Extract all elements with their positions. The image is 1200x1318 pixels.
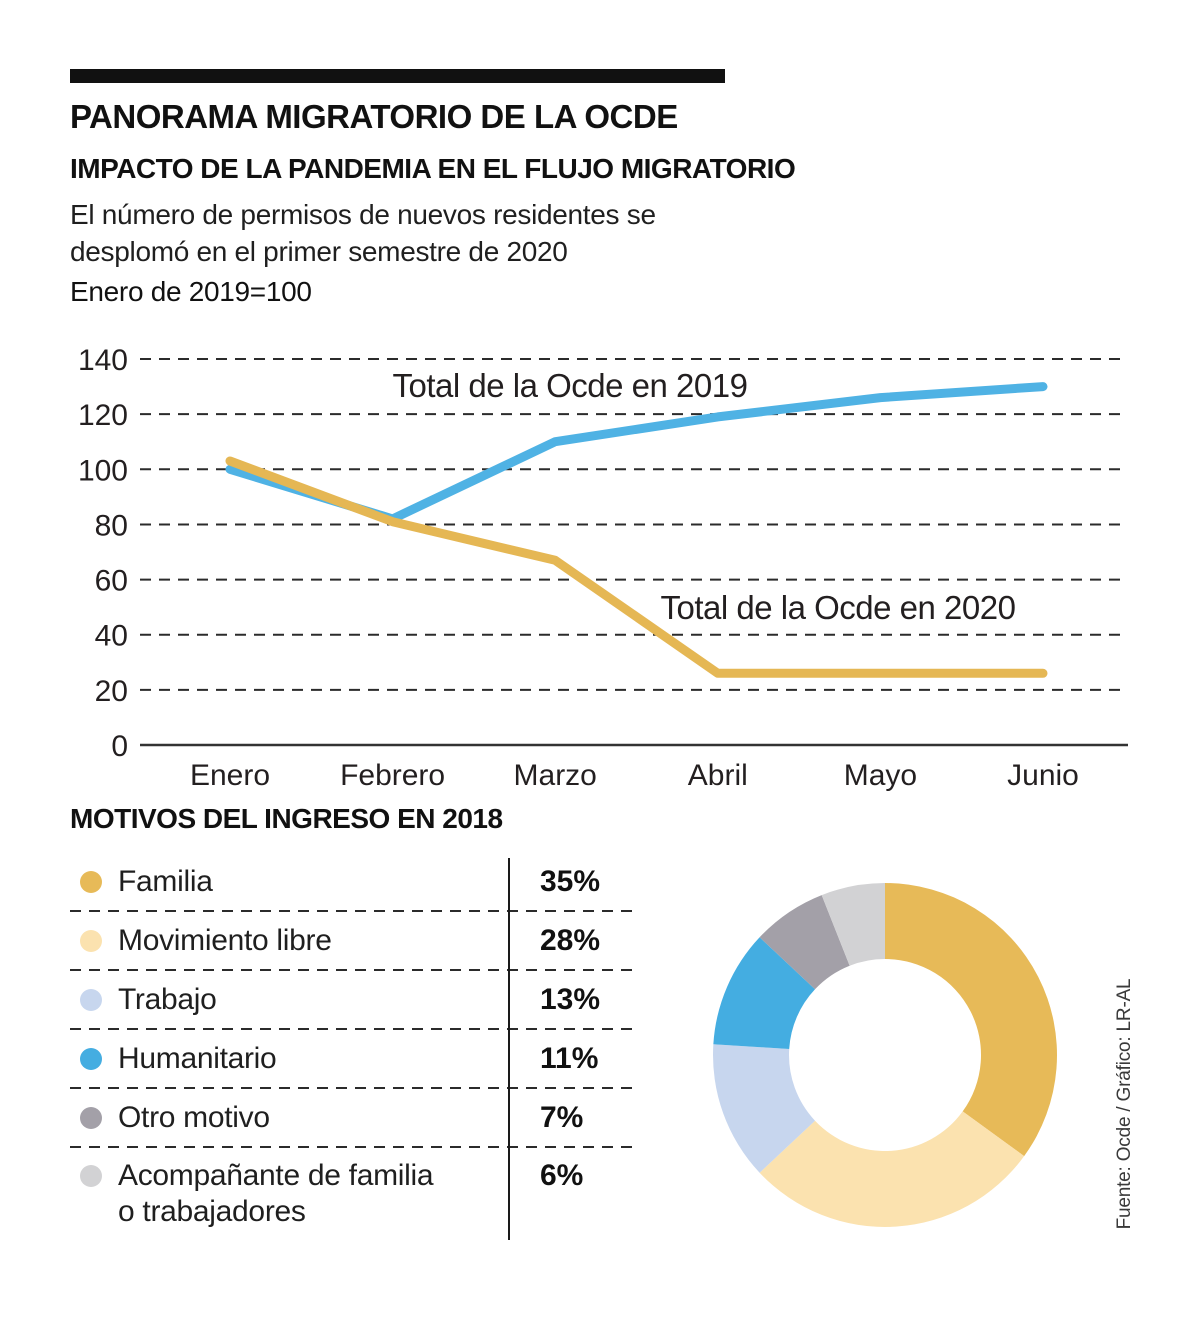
x-tick-abril: Abril [688,759,748,792]
y-tick-0: 0 [111,730,128,763]
donut-segment-6 [821,883,885,966]
y-tick-140: 140 [78,344,128,377]
series-label-2020: Total de la Ocde en 2020 [661,589,1016,626]
legend-divider-line [508,858,510,1240]
legend-label-otro-motivo: Otro motivo [118,1100,270,1134]
legend-bullet-otro-motivo-icon [80,1106,102,1129]
x-tick-marzo: Marzo [514,759,597,792]
x-tick-junio: Junio [1007,759,1079,792]
legend-value-trabajo: 13% [540,982,601,1016]
x-tick-enero: Enero [190,759,270,792]
legend-separator [70,1146,635,1148]
top-rule-bar [70,69,725,83]
legend-label-movimiento-libre: Movimiento libre [118,923,332,957]
donut-segment-2 [759,1111,1025,1227]
legend-bullet-acompanante-icon [80,1165,102,1187]
page-title: PANORAMA MIGRATORIO DE LA OCDE [70,98,678,135]
donut-segment-1 [885,883,1057,1157]
legend-bullet-movimiento-libre-icon [80,929,102,952]
legend-value-acompanante: 6% [540,1159,584,1192]
legend-row-acompanante: Acompañante de familia o trabajadores 6% [70,1148,635,1248]
legend-value-otro-motivo: 7% [540,1100,584,1134]
donut-segment-5 [759,895,850,990]
source-credit: Fuente: Ocde / Gráfico: LR-AL [1114,978,1135,1230]
legend-label-humanitario: Humanitario [118,1041,277,1075]
section-title-motivos: MOTIVOS DEL INGRESO EN 2018 [70,803,503,834]
legend-separator [70,910,635,912]
donut-segment-3 [713,1044,816,1173]
donut-segment-4 [713,937,816,1049]
chart-description-line2: desplomó en el primer semestre de 2020 [70,236,568,267]
legend-row-trabajo: Trabajo 13% [70,971,635,1028]
line-chart: 0 20 40 60 80 100 120 140 Enero Febrero Marzo Abril… [78,344,1128,792]
y-tick-60: 60 [95,565,128,598]
series-line-2019 [225,382,1048,524]
donut-legend: Familia 35% Movimiento libre 28% Trabajo… [70,853,635,1248]
x-tick-febrero: Febrero [340,759,445,792]
legend-separator [70,1028,635,1030]
legend-label-familia: Familia [118,864,213,898]
legend-bullet-trabajo-icon [80,988,102,1011]
series-label-2019: Total de la Ocde en 2019 [393,367,748,404]
legend-label-acompanante: Acompañante de familia o trabajadores [118,1159,434,1228]
legend-value-humanitario: 11% [540,1041,599,1075]
legend-row-humanitario: Humanitario 11% [70,1030,635,1087]
series-line-2020 [225,456,1048,678]
legend-row-familia: Familia 35% [70,853,635,910]
legend-row-otro-motivo: Otro motivo 7% [70,1089,635,1146]
legend-separator [70,969,635,971]
legend-bullet-humanitario-icon [80,1047,102,1070]
line-chart-title: IMPACTO DE LA PANDEMIA EN EL FLUJO MIGRA… [70,153,796,184]
legend-separator [70,1087,635,1089]
y-tick-100: 100 [78,454,128,487]
y-tick-80: 80 [95,509,128,542]
index-note: Enero de 2019=100 [70,276,312,307]
chart-description: El número de permisos de nuevos resident… [70,196,656,270]
x-tick-mayo: Mayo [844,759,917,792]
donut-chart [713,883,1057,1227]
legend-value-familia: 35% [540,864,601,898]
y-tick-40: 40 [95,620,128,653]
legend-label-trabajo: Trabajo [118,982,217,1016]
y-tick-20: 20 [95,675,128,708]
legend-bullet-familia-icon [80,870,102,893]
chart-description-line1: El número de permisos de nuevos resident… [70,199,656,230]
legend-value-movimiento-libre: 28% [540,923,601,957]
y-tick-120: 120 [78,399,128,432]
legend-row-movimiento-libre: Movimiento libre 28% [70,912,635,969]
